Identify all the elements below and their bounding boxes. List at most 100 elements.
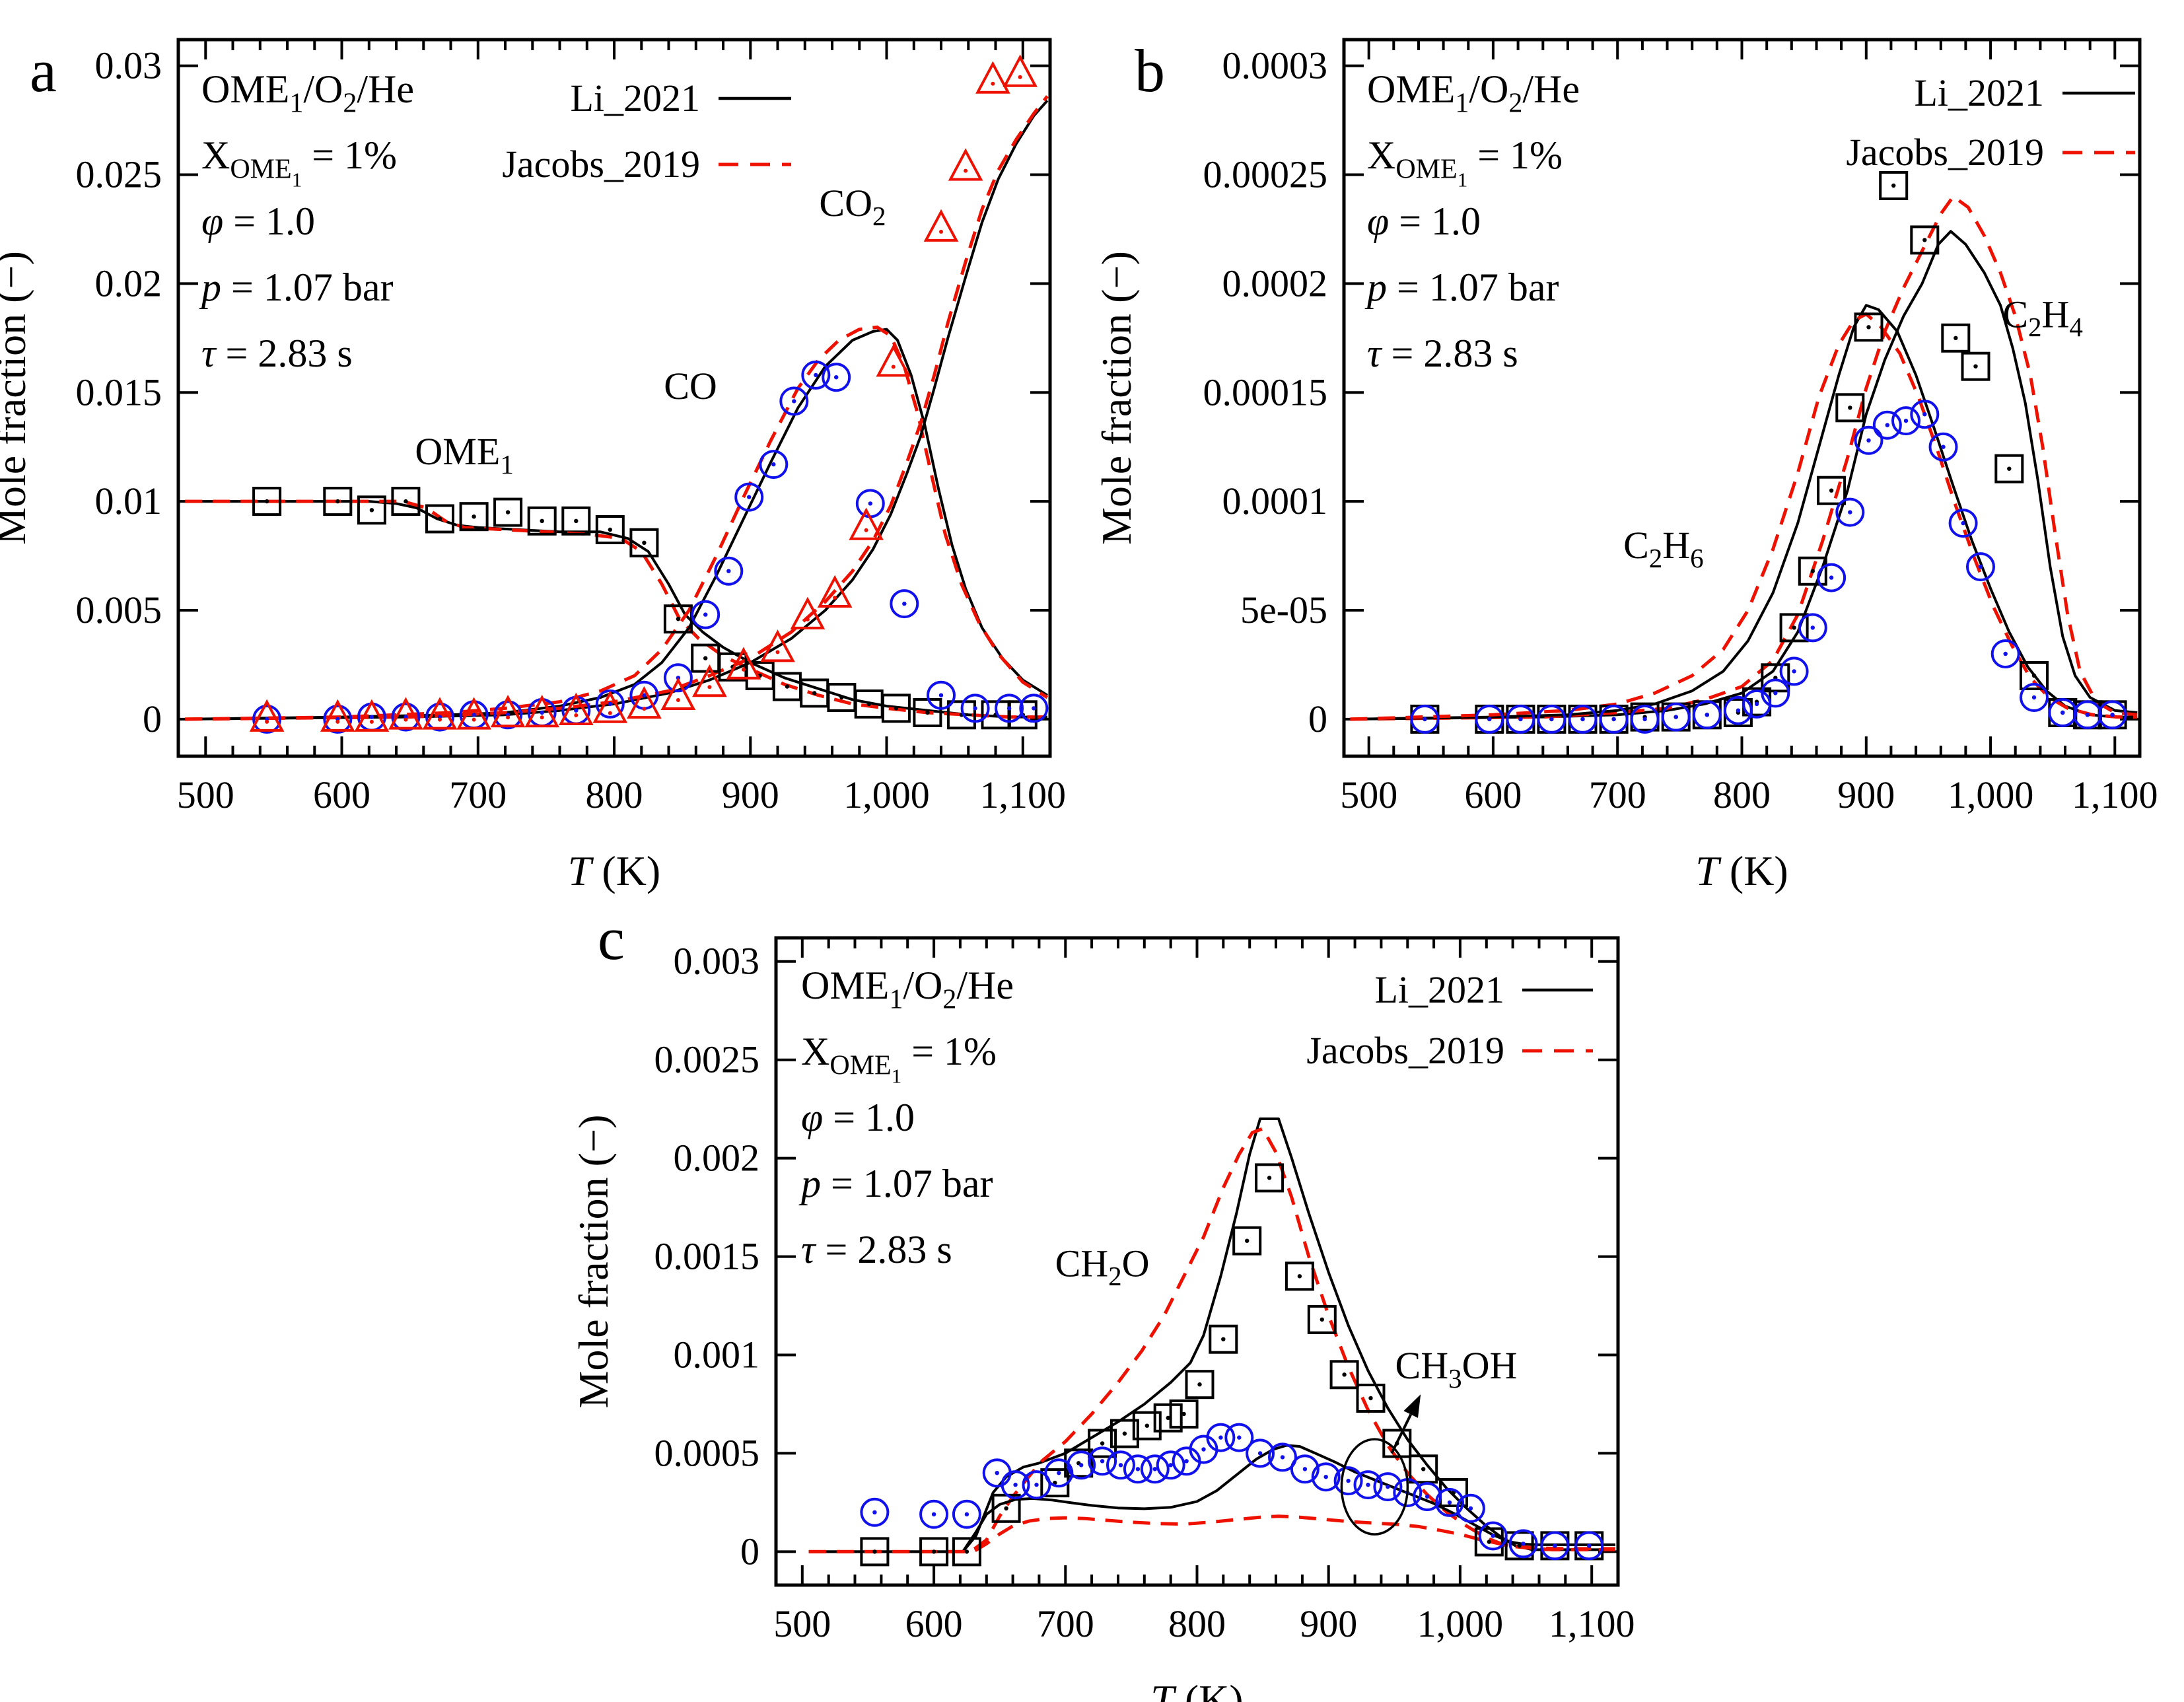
y-tick-label: 0.02 — [95, 262, 162, 304]
x-tick-label: 700 — [449, 773, 507, 816]
legend: Li_2021 Jacobs_2019 — [1846, 71, 2135, 174]
x-tick-label: 600 — [1464, 773, 1522, 816]
y-axis-title: Mole fraction (−) — [1093, 251, 1140, 545]
y-tick-label: 0.0003 — [1222, 44, 1328, 87]
x-tick-label: 700 — [1589, 773, 1646, 816]
info-line: p = 1.07 bar — [798, 1162, 993, 1205]
y-tick-label: 0.0015 — [654, 1235, 760, 1278]
x-tick-label: 500 — [177, 773, 234, 816]
series-co2-model-jacobs-2019 — [185, 95, 1049, 721]
y-tick-label: 0.002 — [674, 1137, 760, 1180]
info-line: φ = 1.0 — [201, 199, 315, 243]
label-c2h4: C2H4 — [2002, 293, 2083, 342]
y-tick-label: 0.03 — [95, 44, 162, 87]
legend-label: Li_2021 — [1374, 968, 1504, 1011]
series-ch3oh-model-jacobs-2019 — [808, 1514, 1615, 1553]
label-c2h6: C2H6 — [1623, 524, 1704, 573]
annotation-arrow — [1390, 1394, 1421, 1454]
info-line: φ = 1.0 — [801, 1096, 915, 1139]
legend-label: Li_2021 — [570, 77, 700, 120]
series-ome1-model-jacobs-2019 — [185, 499, 1047, 719]
y-tick-label: 0 — [740, 1530, 759, 1573]
info-line: OME1/O2/He — [201, 67, 414, 118]
legend: Li_2021 Jacobs_2019 — [502, 77, 791, 186]
info-line: XOME1 = 1% — [201, 133, 397, 192]
series-ch3oh-model-li-2021 — [808, 1444, 1615, 1553]
y-tick-label: 0.025 — [76, 153, 162, 196]
label-ome1: OME1 — [415, 430, 513, 479]
legend-label: Jacobs_2019 — [1306, 1029, 1504, 1072]
legend: Li_2021 Jacobs_2019 — [1306, 968, 1593, 1072]
info-line: τ = 2.83 s — [1367, 332, 1518, 375]
x-ticks — [1343, 40, 2141, 756]
x-axis-title: T (K) — [1695, 847, 1788, 894]
label-co2: CO2 — [819, 182, 886, 231]
x-tick-label: 600 — [313, 773, 370, 816]
info-line: τ = 2.83 s — [801, 1228, 952, 1271]
x-tick-labels: 500 600 700 800 900 1,000 1,100 — [773, 1602, 1635, 1645]
legend-item-li-2021: Li_2021 — [570, 77, 791, 120]
panel-a: 500 600 700 800 900 1,000 1,100 0 0.005 0.01 0.015… — [0, 37, 1066, 894]
y-tick-label: 0.01 — [95, 479, 162, 522]
y-tick-label: 0 — [143, 697, 162, 740]
legend-item-jacobs-2019: Jacobs_2019 — [1306, 1029, 1593, 1072]
y-tick-labels: 0 0.005 0.01 0.015 0.02 0.025 0.03 — [76, 44, 162, 740]
legend-item-jacobs-2019: Jacobs_2019 — [1846, 131, 2135, 174]
y-axis-title: Mole fraction (−) — [570, 1115, 617, 1409]
series-co2-experiment — [249, 54, 1038, 732]
y-tick-label: 0.005 — [76, 588, 162, 631]
y-tick-label: 5e-05 — [1240, 588, 1327, 631]
x-ticks — [775, 938, 1619, 1585]
y-tick-label: 0.001 — [674, 1333, 760, 1376]
x-axis-title: T (K) — [1150, 1676, 1243, 1702]
x-tick-label: 800 — [1168, 1602, 1226, 1645]
x-tick-label: 1,000 — [1948, 773, 2034, 816]
series-ome1-experiment — [252, 487, 1038, 730]
series-c2h4-model-jacobs-2019 — [1350, 194, 2138, 721]
info-line: p = 1.07 bar — [199, 266, 393, 309]
x-tick-label: 900 — [1837, 773, 1895, 816]
info-block: OME1/O2/He XOME1 = 1% φ = 1.0 p = 1.07 bar τ… — [798, 964, 1014, 1271]
x-tick-label: 900 — [722, 773, 779, 816]
series-co-model-jacobs-2019 — [185, 325, 1049, 721]
label-co: CO — [664, 365, 717, 408]
y-tick-label: 0.0005 — [654, 1431, 760, 1474]
info-line: XOME1 = 1% — [1367, 133, 1563, 192]
y-tick-label: 0.0001 — [1222, 479, 1328, 522]
annotation-ellipse — [1340, 1438, 1409, 1536]
y-tick-label: 0.00015 — [1203, 371, 1328, 413]
y-tick-label: 0 — [1308, 697, 1327, 740]
legend-item-li-2021: Li_2021 — [1374, 968, 1593, 1011]
x-tick-label: 900 — [1300, 1602, 1357, 1645]
series-ch2o-experiment — [860, 1163, 1604, 1567]
x-tick-label: 1,100 — [1549, 1602, 1635, 1645]
info-line: OME1/O2/He — [801, 964, 1014, 1014]
x-tick-labels: 500 600 700 800 900 1,000 1,100 — [177, 773, 1066, 816]
panel-c: 500 600 700 800 900 1,000 1,100 0 0.0005 0.001 0.0… — [570, 905, 1635, 1702]
legend-label: Li_2021 — [1914, 71, 2044, 114]
x-tick-label: 1,100 — [2072, 773, 2158, 816]
info-block: OME1/O2/He XOME1 = 1% φ = 1.0 p = 1.07 bar τ… — [1364, 67, 1580, 375]
y-tick-label: 0.015 — [76, 371, 162, 413]
label-ch2o: CH2O — [1055, 1242, 1150, 1291]
info-line: p = 1.07 bar — [1364, 266, 1559, 309]
x-tick-label: 800 — [586, 773, 643, 816]
x-tick-labels: 500 600 700 800 900 1,000 1,100 — [1340, 773, 2158, 816]
series-c2h4-model-li-2021 — [1350, 230, 2138, 721]
legend-item-jacobs-2019: Jacobs_2019 — [502, 143, 791, 186]
x-axis-title: T (K) — [568, 847, 660, 894]
x-tick-label: 1,000 — [843, 773, 930, 816]
panel-letter-a: a — [30, 37, 57, 104]
series-c2h6-experiment — [1410, 400, 2127, 734]
label-ch3oh: CH3OH — [1395, 1344, 1518, 1394]
series-co-experiment — [252, 360, 1049, 734]
y-tick-label: 0.00025 — [1203, 153, 1328, 196]
y-tick-label: 0.0002 — [1222, 262, 1328, 304]
panel-letter-b: b — [1135, 37, 1165, 104]
x-tick-label: 1,100 — [980, 773, 1067, 816]
series-ch2o-model-jacobs-2019 — [808, 1127, 1615, 1553]
legend-label: Jacobs_2019 — [502, 143, 700, 186]
x-tick-label: 500 — [773, 1602, 831, 1645]
